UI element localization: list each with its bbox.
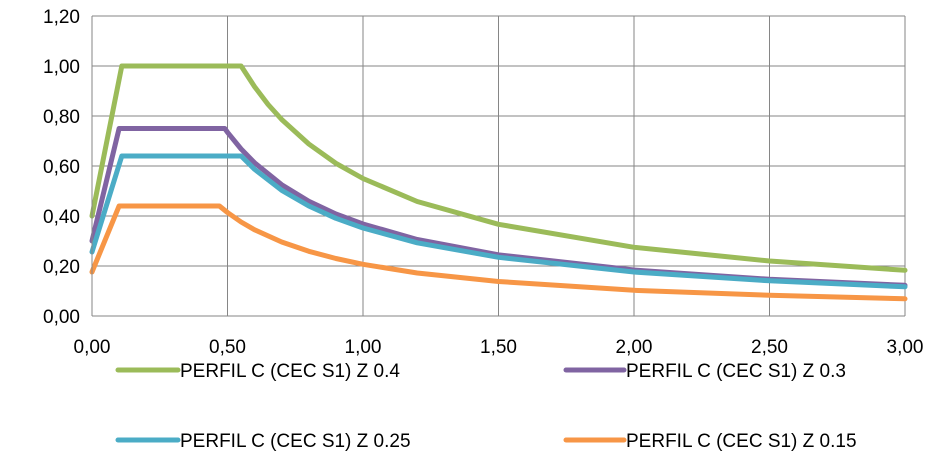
- x-axis-tick-labels: 0,00 0,50 1,00 1,50 2,00 2,50 3,00: [74, 337, 924, 358]
- series-line-4: [89, 203, 908, 302]
- y-tick-label: 0,00: [43, 307, 80, 328]
- y-tick-label: 0,40: [43, 207, 80, 228]
- y-tick-label: 0,60: [43, 157, 80, 178]
- y-tick-label: 0,80: [43, 107, 80, 128]
- legend-label-4: PERFIL C (CEC S1) Z 0.15: [626, 431, 857, 452]
- x-tick-label: 2,50: [751, 337, 788, 358]
- y-tick-label: 1,00: [43, 57, 80, 78]
- y-tick-label: 1,20: [43, 7, 80, 28]
- y-axis-tick-labels: 0,00 0,20 0,40 0,60 0,80 1,00 1,20: [43, 7, 80, 328]
- series-lines: [89, 63, 908, 302]
- legend-label-1: PERFIL C (CEC S1) Z 0.4: [180, 361, 400, 382]
- x-tick-label: 0,00: [74, 337, 111, 358]
- y-tick-label: 0,20: [43, 257, 80, 278]
- legend-label-2: PERFIL C (CEC S1) Z 0.3: [626, 361, 846, 382]
- axes: [91, 16, 905, 317]
- x-tick-label: 3,00: [887, 337, 924, 358]
- gridlines: [92, 15, 906, 316]
- series-line-3: [89, 153, 908, 290]
- x-tick-label: 2,00: [616, 337, 653, 358]
- legend-label-3: PERFIL C (CEC S1) Z 0.25: [180, 431, 411, 452]
- x-tick-label: 1,00: [345, 337, 382, 358]
- x-tick-label: 1,50: [480, 337, 517, 358]
- x-tick-label: 0,50: [209, 337, 246, 358]
- series-line-1: [89, 63, 908, 273]
- legend: PERFIL C (CEC S1) Z 0.4 PERFIL C (CEC S1)…: [115, 361, 857, 452]
